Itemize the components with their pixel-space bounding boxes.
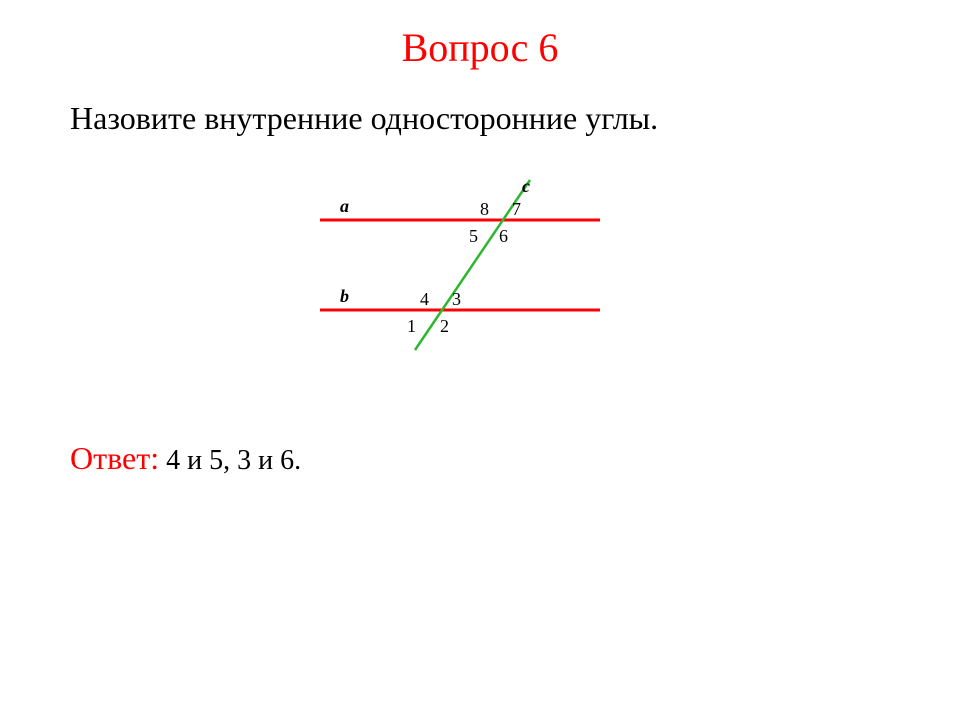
label-a: a: [340, 196, 349, 216]
angle-3: 3: [452, 289, 461, 309]
angle-4: 4: [420, 289, 429, 309]
angle-5: 5: [469, 226, 478, 246]
angle-7: 7: [512, 199, 521, 219]
answer-label: Ответ:: [70, 440, 159, 476]
label-c: c: [522, 176, 530, 196]
angle-8: 8: [480, 199, 489, 219]
label-b: b: [340, 286, 349, 306]
answer-line: Ответ: 4 и 5, 3 и 6.: [70, 440, 301, 477]
slide-title: Вопрос 6: [0, 24, 960, 71]
answer-text: 4 и 5, 3 и 6.: [159, 445, 301, 476]
slide: Вопрос 6 Назовите внутренние односторонн…: [0, 0, 960, 720]
angle-6: 6: [499, 226, 508, 246]
angle-2: 2: [440, 316, 449, 336]
angle-1: 1: [407, 316, 416, 336]
question-text: Назовите внутренние односторонние углы.: [70, 100, 658, 137]
angle-diagram: a b c 8 7 5 6 4 3 1 2: [280, 170, 640, 370]
